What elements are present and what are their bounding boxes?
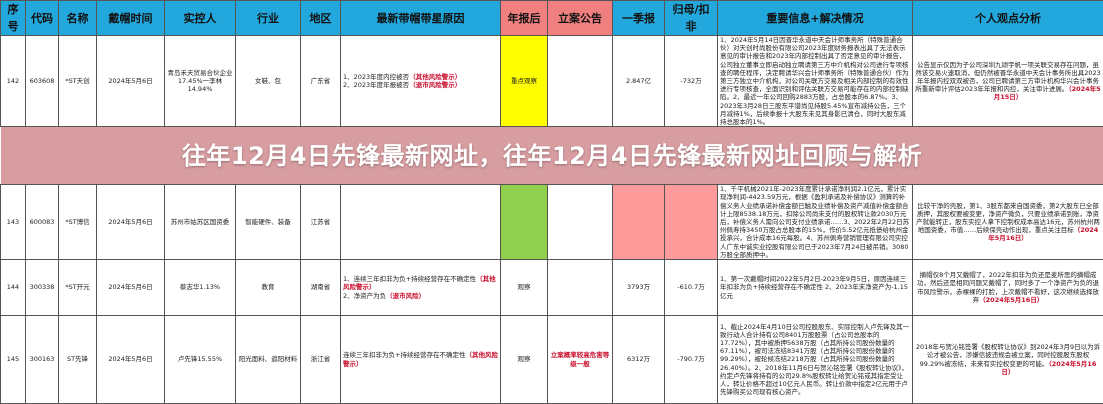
cell-filing xyxy=(548,36,613,127)
warning-label: （退市风险警示） xyxy=(409,81,461,89)
header-info: 重要信息+解决情况 xyxy=(718,1,913,36)
cell-after: 观察 xyxy=(501,316,548,404)
cell-profit: -610.7万 xyxy=(665,260,718,316)
cell-no: 144 xyxy=(1,260,26,316)
cell-view: 公告显示仅因为子公司深圳九颂宇帆一项关联交易存在问题，虽然该交易火速取消，但仍然… xyxy=(913,36,1103,127)
cell-profit xyxy=(665,185,718,260)
warning-label: （退市风险） xyxy=(386,292,425,300)
cell-q1 xyxy=(613,185,665,260)
cell-reason: 连续三年扣非为负+持续经营存在不确定性（其他风险警示） xyxy=(341,316,501,404)
cell-date: 2024年5月6日 xyxy=(97,316,165,404)
reason-text: 1、2023年度内控被否 xyxy=(343,73,409,81)
cell-reason: 1、连续三年扣非为负+持续经营存在不确定性（其他风险警示）2、净资产为负（退市风… xyxy=(341,260,501,316)
cell-date: 2024年5月6日 xyxy=(97,185,165,260)
cell-code: 603608 xyxy=(26,36,59,127)
header-no: 序号 xyxy=(1,1,26,36)
cell-after: 观察 xyxy=(501,260,548,316)
header-date: 戴帽时间 xyxy=(97,1,165,36)
cell-no: 145 xyxy=(1,316,26,404)
cell-view: 摘帽仅8个月又戴帽了，2022年扣非为负还是麦所思的摘帽成功，然后还是相同问题又… xyxy=(913,260,1103,316)
view-text: 比较干净的壳股，第1、3股东都来自国资委，第2大股东已全部质押，其股权要被变更，… xyxy=(916,202,1100,235)
reason-text: 2、净资产为负 xyxy=(343,292,386,300)
cell-view: 2018年与贺沁铭签署《股权转让协议》到2024年3月9日以为诉讼才被公告，涉嫌… xyxy=(913,316,1103,404)
cell-code: 300163 xyxy=(26,316,59,404)
cell-region: 浙江省 xyxy=(301,316,341,404)
cell-name: *ST开元 xyxy=(59,260,97,316)
reason-text: 连续三年扣非为负+持续经营存在不确定性 xyxy=(343,351,465,359)
cell-code: 300338 xyxy=(26,260,59,316)
cell-industry: 女鞋、包 xyxy=(236,36,301,127)
header-region: 地区 xyxy=(301,1,341,36)
cell-info: 1、第一次戴帽时间2022年5月2日-2023年9月5日，原因连续三年扣非为负+… xyxy=(718,260,913,316)
cell-q1: 3793万 xyxy=(613,260,665,316)
header-view: 个人观点分析 xyxy=(913,1,1103,36)
cell-profit: -732万 xyxy=(665,36,718,127)
cell-controller: 苏州市姑苏区国资委 xyxy=(165,185,236,260)
view-date: （2024年5月16日） xyxy=(979,296,1043,304)
cell-date: 2024年5月6日 xyxy=(97,36,165,127)
title-banner-row: 往年12月4日先锋最新网址，往年12月4日先锋最新网址回顾与解析 xyxy=(1,127,1103,185)
cell-reason xyxy=(341,185,501,260)
warning-label: （其他风险警示） xyxy=(409,73,461,81)
cell-name: ST先锋 xyxy=(59,316,97,404)
cell-industry: 教育 xyxy=(236,260,301,316)
cell-no: 143 xyxy=(1,185,26,260)
cell-reason: 1、2023年度内控被否（其他风险警示）2、2023年度年报被否（退市风险警示） xyxy=(341,36,501,127)
banner-title: 往年12月4日先锋最新网址，往年12月4日先锋最新网址回顾与解析 xyxy=(182,142,922,170)
cell-no: 142 xyxy=(1,36,26,127)
reason-text: 2、2023年度年报被否 xyxy=(343,81,409,89)
header-controller: 实控人 xyxy=(165,1,236,36)
cell-filing xyxy=(548,185,613,260)
header-reason: 最新带帽带星原因 xyxy=(341,1,501,36)
header-name: 名称 xyxy=(59,1,97,36)
header-code: 代码 xyxy=(26,1,59,36)
cell-name: *ST天创 xyxy=(59,36,97,127)
cell-after: 重点观察 xyxy=(501,36,548,127)
cell-name: *ST博信 xyxy=(59,185,97,260)
title-banner: 往年12月4日先锋最新网址，往年12月4日先锋最新网址回顾与解析 xyxy=(1,127,1103,185)
cell-code: 600083 xyxy=(26,185,59,260)
cell-view: 比较干净的壳股，第1、3股东都来自国资委，第2大股东已全部质押，其股权要被变更，… xyxy=(913,185,1103,260)
cell-industry: 阳光面料、遮阳材料 xyxy=(236,316,301,404)
cell-profit: -790.7万 xyxy=(665,316,718,404)
cell-controller: 蔡志华1.13% xyxy=(165,260,236,316)
header-q1: 一季报 xyxy=(613,1,665,36)
cell-region: 湖南省 xyxy=(301,260,341,316)
cell-industry: 智能硬件、装备 xyxy=(236,185,301,260)
cell-region: 江苏省 xyxy=(301,185,341,260)
cell-region: 广东省 xyxy=(301,36,341,127)
cell-q1: 2.847亿 xyxy=(613,36,665,127)
header-industry: 行业 xyxy=(236,1,301,36)
cell-date: 2024年5月6日 xyxy=(97,260,165,316)
cell-filing: 立案概率较高危害等级一般 xyxy=(548,316,613,404)
cell-q1: 6312万 xyxy=(613,316,665,404)
cell-info: 1、截止2024年4月10日公司控股股东、实际控制人卢先锋及其一致行动人合计持有… xyxy=(718,316,913,404)
cell-info: 1、2024年5月14日因晋华永道中天会计师事务所（特殊普通合伙）对天创时尚股份… xyxy=(718,36,913,127)
header-row: 序号代码名称戴帽时间实控人行业地区最新带帽带星原因年报后立案公告一季报归母/扣非… xyxy=(1,1,1103,36)
cell-controller: 青岛禾天贸易合伙企业17.45%一李林14.94% xyxy=(165,36,236,127)
cell-filing xyxy=(548,260,613,316)
header-filing: 立案公告 xyxy=(548,1,613,36)
cell-after xyxy=(501,185,548,260)
cell-info: 1、千平机械2021年-2023年度累计承诺净利润2.1亿元，累计实现净利润-4… xyxy=(718,185,913,260)
cell-controller: 卢先锋15.55% xyxy=(165,316,236,404)
header-profit: 归母/扣非 xyxy=(665,1,718,36)
header-after: 年报后 xyxy=(501,1,548,36)
